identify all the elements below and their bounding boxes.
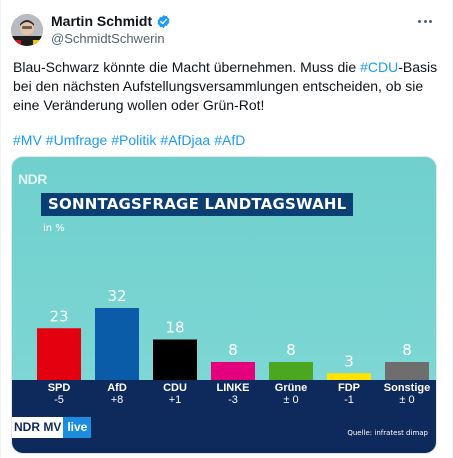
ndr-mv-live-logo: NDR MV live (12, 417, 92, 438)
change-label: ± 0 (283, 394, 298, 406)
chart-bar (153, 339, 197, 380)
more-options-icon[interactable] (414, 10, 436, 32)
hashtag-link[interactable]: #AfD (214, 132, 246, 148)
change-label: +1 (169, 394, 182, 406)
change-label: -3 (228, 394, 238, 406)
category-label: LINKE (217, 382, 250, 394)
hashtag-link[interactable]: #Umfrage (45, 132, 108, 148)
change-label: ± 0 (399, 394, 414, 406)
bar-value-label: 23 (49, 307, 68, 325)
chart-bar (95, 308, 139, 380)
hashtag-link[interactable]: #MV (13, 132, 42, 148)
ndr-logo: NDR (18, 171, 47, 187)
category-label: AfD (107, 382, 127, 394)
live-label: live (63, 417, 92, 438)
bar-value-label: 8 (286, 341, 296, 359)
chart-bar (269, 362, 313, 380)
change-label: -1 (344, 394, 354, 406)
chart-source: Quelle: infratest dimap (347, 429, 428, 437)
chart-bar (211, 362, 255, 380)
hashtag-link[interactable]: #Politik (111, 132, 157, 148)
category-label: Grüne (275, 382, 307, 394)
category-label: SPD (48, 382, 71, 394)
tweet-text-part1: Blau-Schwarz könnte die Macht übernehmen… (13, 59, 361, 75)
bar-value-label: 32 (107, 287, 126, 305)
ndr-mv-label: NDR MV (12, 417, 64, 438)
tweet-text: Blau-Schwarz könnte die Macht übernehmen… (13, 58, 443, 115)
chart-title: SONNTAGSFRAGE LANDTAGSWAHL (41, 193, 354, 216)
chart-label-band (12, 380, 436, 453)
change-label: +8 (111, 394, 124, 406)
avatar-image (11, 14, 43, 46)
chart-bar (37, 328, 81, 380)
chart-bar (385, 362, 429, 380)
display-name[interactable]: Martin Schmidt (51, 13, 153, 29)
bar-value-label: 3 (344, 352, 354, 370)
hashtag-list: #MV #Umfrage #Politik #AfDjaa #AfD (13, 131, 249, 150)
avatar[interactable] (11, 14, 43, 46)
chart-bar (327, 373, 371, 380)
category-label: FDP (338, 382, 360, 394)
category-label: CDU (163, 382, 187, 394)
category-label: Sonstige (384, 382, 430, 394)
change-label: -5 (54, 394, 64, 406)
bar-value-label: 18 (165, 319, 184, 337)
hashtag-link[interactable]: #AfDjaa (160, 132, 211, 148)
verified-badge-icon (157, 14, 170, 28)
hashtag-link-cdu[interactable]: #CDU (360, 59, 399, 75)
bar-value-label: 8 (402, 341, 412, 359)
chart-unit: in % (43, 223, 65, 234)
user-handle[interactable]: @SchmidtSchwerin (51, 31, 165, 46)
bar-value-label: 8 (228, 341, 238, 359)
tweet-text-part2: -Basis bei den nächsten Aufstellungsvers… (13, 59, 438, 113)
